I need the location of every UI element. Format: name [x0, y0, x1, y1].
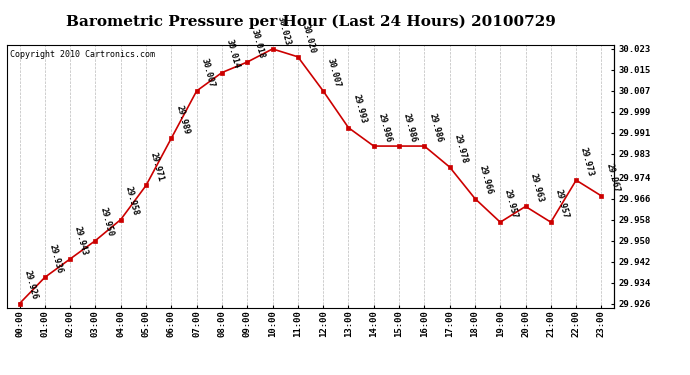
Text: 30.014: 30.014	[225, 39, 241, 70]
Text: 29.993: 29.993	[351, 94, 368, 125]
Text: 30.007: 30.007	[199, 57, 216, 88]
Text: 29.989: 29.989	[174, 104, 190, 135]
Text: 29.936: 29.936	[48, 243, 64, 274]
Text: 29.986: 29.986	[377, 112, 393, 143]
Text: 29.943: 29.943	[73, 225, 90, 256]
Text: 29.967: 29.967	[604, 162, 621, 193]
Text: 29.973: 29.973	[579, 146, 595, 177]
Text: 29.986: 29.986	[402, 112, 418, 143]
Text: 29.966: 29.966	[477, 165, 494, 196]
Text: 29.971: 29.971	[149, 152, 166, 183]
Text: 30.007: 30.007	[326, 57, 342, 88]
Text: 30.023: 30.023	[275, 15, 292, 46]
Text: 29.958: 29.958	[124, 186, 140, 217]
Text: 30.020: 30.020	[301, 23, 317, 54]
Text: 30.018: 30.018	[250, 28, 266, 59]
Text: 29.978: 29.978	[453, 133, 469, 164]
Text: Barometric Pressure per Hour (Last 24 Hours) 20100729: Barometric Pressure per Hour (Last 24 Ho…	[66, 15, 555, 29]
Text: 29.957: 29.957	[503, 188, 520, 219]
Text: 29.950: 29.950	[98, 207, 115, 238]
Text: 29.926: 29.926	[22, 270, 39, 301]
Text: 29.957: 29.957	[553, 188, 570, 219]
Text: 29.963: 29.963	[529, 172, 545, 204]
Text: Copyright 2010 Cartronics.com: Copyright 2010 Cartronics.com	[10, 50, 155, 59]
Text: 29.986: 29.986	[427, 112, 444, 143]
